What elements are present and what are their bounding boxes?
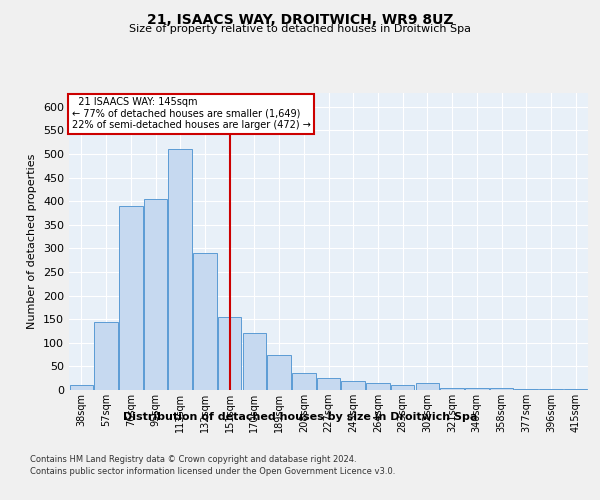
Bar xyxy=(242,334,266,390)
Bar xyxy=(490,388,513,390)
Text: Contains HM Land Registry data © Crown copyright and database right 2024.: Contains HM Land Registry data © Crown c… xyxy=(30,455,356,464)
Bar xyxy=(366,383,389,390)
Bar xyxy=(94,322,118,390)
Bar xyxy=(193,253,217,390)
Bar xyxy=(391,386,415,390)
Bar xyxy=(341,380,365,390)
Text: 21, ISAACS WAY, DROITWICH, WR9 8UZ: 21, ISAACS WAY, DROITWICH, WR9 8UZ xyxy=(147,12,453,26)
Bar xyxy=(465,388,488,390)
Bar xyxy=(440,388,464,390)
Bar xyxy=(416,383,439,390)
Text: Contains public sector information licensed under the Open Government Licence v3: Contains public sector information licen… xyxy=(30,468,395,476)
Bar xyxy=(514,388,538,390)
Bar xyxy=(564,388,587,390)
Text: 21 ISAACS WAY: 145sqm
← 77% of detached houses are smaller (1,649)
22% of semi-d: 21 ISAACS WAY: 145sqm ← 77% of detached … xyxy=(71,97,310,130)
Bar xyxy=(70,386,93,390)
Y-axis label: Number of detached properties: Number of detached properties xyxy=(28,154,37,329)
Text: Size of property relative to detached houses in Droitwich Spa: Size of property relative to detached ho… xyxy=(129,24,471,34)
Bar xyxy=(144,198,167,390)
Bar xyxy=(119,206,143,390)
Bar xyxy=(539,388,563,390)
Bar xyxy=(218,317,241,390)
Text: Distribution of detached houses by size in Droitwich Spa: Distribution of detached houses by size … xyxy=(123,412,477,422)
Bar xyxy=(317,378,340,390)
Bar xyxy=(169,149,192,390)
Bar xyxy=(268,354,291,390)
Bar xyxy=(292,374,316,390)
